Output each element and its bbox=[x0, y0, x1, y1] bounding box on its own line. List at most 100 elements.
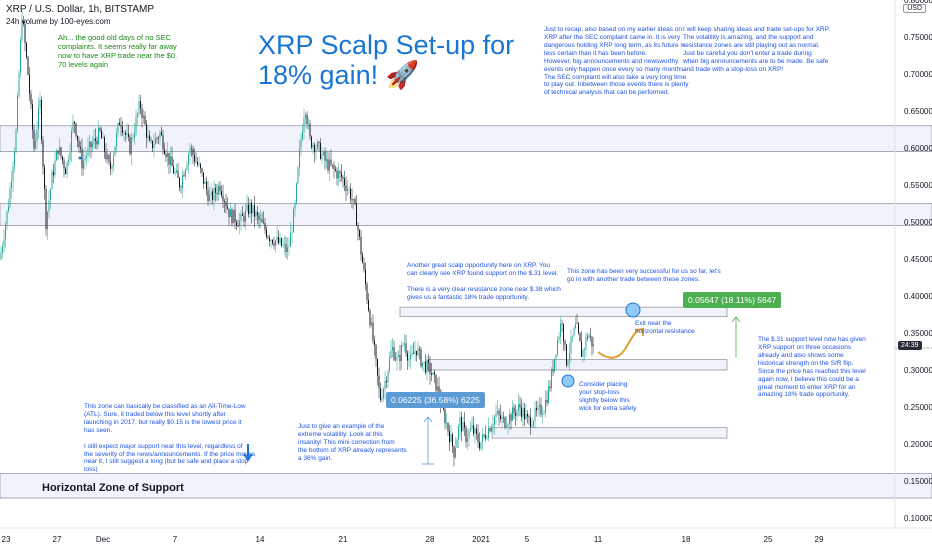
candle-body bbox=[50, 189, 51, 201]
note-sec-days: Ah... the good old days of no SEC compla… bbox=[58, 33, 178, 70]
candle-body bbox=[186, 164, 188, 170]
x-tick-label: Dec bbox=[96, 535, 110, 544]
candle-body bbox=[572, 335, 573, 337]
candle-body bbox=[144, 115, 146, 125]
candle-body bbox=[59, 147, 60, 155]
candle-body bbox=[539, 404, 540, 407]
candle-body bbox=[429, 362, 431, 374]
candle-body bbox=[215, 187, 216, 193]
candle-body bbox=[101, 130, 102, 139]
volume-label: 24h volume by 100-eyes.com bbox=[6, 17, 111, 26]
candle-body bbox=[236, 222, 237, 226]
candle-body bbox=[234, 209, 236, 223]
candle-body bbox=[18, 73, 20, 97]
candle-body bbox=[12, 166, 14, 182]
candle-body bbox=[569, 352, 570, 361]
candle-body bbox=[198, 163, 200, 165]
candle-body bbox=[146, 124, 147, 138]
candle-body bbox=[77, 135, 78, 141]
candle-body bbox=[15, 130, 17, 152]
candle-body bbox=[152, 140, 153, 149]
candle-body bbox=[128, 133, 129, 137]
candle-body bbox=[65, 168, 66, 175]
candle-body bbox=[585, 337, 587, 350]
candle-body bbox=[108, 154, 110, 162]
candle-body bbox=[119, 122, 120, 126]
candle-body bbox=[320, 142, 321, 160]
candle-body bbox=[525, 414, 527, 420]
candle-body bbox=[575, 323, 576, 329]
candle-body bbox=[177, 170, 179, 178]
candle-body bbox=[503, 416, 504, 418]
candle-body bbox=[326, 159, 327, 161]
candle-body bbox=[387, 371, 389, 383]
currency-badge[interactable]: USD bbox=[903, 4, 926, 13]
candle-body bbox=[531, 424, 533, 427]
candle-body bbox=[200, 163, 201, 169]
candle-body bbox=[522, 408, 524, 417]
candle-body bbox=[44, 167, 45, 189]
candle-body bbox=[36, 129, 38, 141]
candle-body bbox=[563, 323, 564, 342]
candle-body bbox=[182, 175, 183, 188]
candle-body bbox=[78, 140, 80, 148]
candle-body bbox=[117, 122, 119, 133]
candle-body bbox=[524, 408, 525, 420]
candle-body bbox=[447, 422, 449, 432]
candle-body bbox=[348, 188, 350, 190]
candle-body bbox=[530, 417, 531, 427]
note-stoploss: Consider placing your stop-loss slightly… bbox=[579, 381, 637, 412]
candle-body bbox=[363, 262, 365, 270]
candle-body bbox=[381, 398, 383, 400]
candle-body bbox=[294, 202, 296, 210]
candle-body bbox=[131, 138, 132, 155]
candle-body bbox=[126, 133, 128, 135]
candle-body bbox=[345, 185, 347, 191]
candle-body bbox=[581, 341, 582, 357]
candle-body bbox=[374, 340, 375, 345]
candle-body bbox=[333, 165, 335, 170]
candle-body bbox=[173, 166, 174, 174]
candle-body bbox=[110, 161, 111, 169]
candle-body bbox=[488, 427, 489, 439]
candle-body bbox=[275, 240, 276, 246]
candle-body bbox=[344, 178, 345, 186]
candle-body bbox=[203, 172, 204, 184]
candle-body bbox=[383, 388, 384, 399]
candle-body bbox=[512, 407, 513, 421]
candle-body bbox=[95, 138, 96, 141]
candle-body bbox=[84, 157, 86, 161]
candle-body bbox=[258, 215, 260, 220]
candle-body bbox=[327, 159, 329, 171]
candle-body bbox=[54, 160, 56, 176]
candle-body bbox=[183, 175, 185, 177]
candle-body bbox=[80, 147, 81, 149]
zone-support-031 bbox=[427, 359, 728, 371]
candle-body bbox=[509, 414, 510, 424]
candle-body bbox=[246, 204, 248, 211]
candle-body bbox=[14, 151, 15, 167]
candle-body bbox=[318, 142, 320, 143]
candle-body bbox=[72, 121, 74, 132]
candle-body bbox=[369, 310, 371, 326]
candle-body bbox=[347, 189, 348, 191]
candle-body bbox=[576, 323, 578, 325]
candle-body bbox=[156, 138, 158, 139]
candle-body bbox=[114, 146, 116, 156]
candle-body bbox=[474, 428, 476, 434]
candle-body bbox=[195, 161, 197, 163]
candle-body bbox=[323, 151, 324, 155]
candle-body bbox=[449, 431, 450, 442]
candle-body bbox=[105, 151, 107, 160]
candle-body bbox=[528, 416, 530, 418]
down-arrow-head bbox=[243, 453, 253, 462]
candle-body bbox=[489, 427, 491, 432]
candle-body bbox=[435, 374, 437, 391]
symbol-label[interactable]: XRP / U.S. Dollar, 1h, BITSTAMP bbox=[6, 4, 155, 15]
candle-body bbox=[188, 154, 189, 165]
x-tick-label: 14 bbox=[256, 535, 265, 544]
note-sharing: I will keep sharing ideas and trade set-… bbox=[683, 26, 830, 73]
candle-body bbox=[309, 123, 311, 137]
y-tick-label: 0.30000 bbox=[904, 366, 932, 375]
candle-body bbox=[338, 171, 339, 179]
